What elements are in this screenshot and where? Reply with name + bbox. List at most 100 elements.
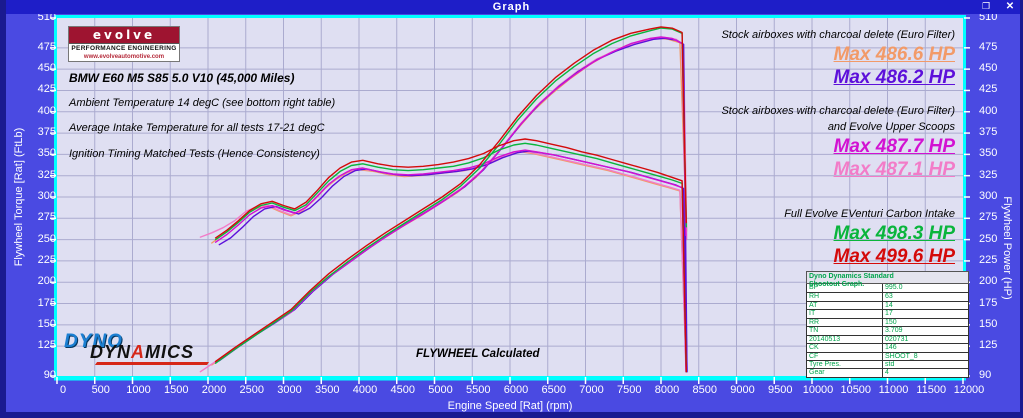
- rpm-tick-8000: 8000: [654, 384, 680, 396]
- annotation-group-2: Stock airboxes with charcoal delete (Eur…: [721, 103, 955, 181]
- rpm-tick-11000: 11000: [878, 384, 909, 396]
- torque-tick-325: 325: [37, 168, 56, 181]
- shootout-key: TN: [807, 327, 883, 335]
- annotation-group-3: Full Evolve EVenturi Carbon Intake Max 49…: [784, 206, 955, 268]
- dyno-logo-swoosh: [94, 362, 210, 365]
- rpm-tick-10000: 10000: [802, 384, 834, 396]
- annotation-group-1: Stock airboxes with charcoal delete (Eur…: [721, 27, 955, 89]
- shootout-conditions-table: Dyno Dynamics Standard Shootout Graph. B…: [806, 271, 969, 378]
- annotation-config-label: Stock airboxes with charcoal delete (Eur…: [721, 29, 955, 41]
- close-window-icon[interactable]: ✕: [1005, 1, 1015, 12]
- rpm-tick-12000: 12000: [953, 384, 985, 396]
- shootout-key: BP: [807, 284, 883, 293]
- torque-tick-275: 275: [37, 211, 56, 224]
- rpm-tick-500: 500: [91, 384, 110, 396]
- shootout-table-row: Gear 4: [807, 368, 968, 377]
- torque-tick-425: 425: [37, 83, 56, 96]
- annotation-config-label: Stock airboxes with charcoal delete (Eur…: [721, 105, 955, 117]
- annotation-config-label: Full Evolve EVenturi Carbon Intake: [784, 208, 955, 220]
- torque-tick-475: 475: [37, 40, 56, 53]
- power-tick-125: 125: [979, 339, 998, 352]
- rpm-tick-3500: 3500: [315, 384, 340, 396]
- power-tick-175: 175: [979, 296, 998, 309]
- power-tick-375: 375: [979, 126, 998, 139]
- info-line-4: Ignition Timing Matched Tests (Hence Con…: [69, 147, 320, 160]
- rpm-tick-7000: 7000: [579, 384, 604, 396]
- dyno-logo-word1: DYNO: [64, 331, 123, 352]
- rpm-tick-8500: 8500: [692, 384, 717, 396]
- dyno-logo-word2-pre: DYN: [90, 342, 132, 362]
- shootout-value: 150: [885, 318, 897, 326]
- torque-tick-450: 450: [37, 62, 56, 75]
- rpm-tick-6000: 6000: [503, 384, 529, 396]
- shootout-table-row: BP 995.0: [807, 284, 968, 293]
- power-tick-400: 400: [979, 104, 998, 117]
- shootout-table-row: RR 150: [807, 317, 968, 327]
- rpm-tick-11500: 11500: [916, 384, 947, 396]
- dyno-dynamics-logo: DYNO DYNAMICS: [62, 331, 212, 367]
- shootout-key: RH: [807, 293, 883, 301]
- power-tick-250: 250: [979, 232, 998, 245]
- shootout-table-row: Tyre Pres. std: [807, 359, 968, 369]
- restore-window-icon[interactable]: ❐: [981, 1, 991, 11]
- shootout-table-row: RH 63: [807, 292, 968, 301]
- shootout-key: CK: [807, 344, 883, 352]
- shootout-table-row: IT 17: [807, 309, 968, 318]
- shootout-value: 995.0: [885, 284, 903, 291]
- torque-tick-150: 150: [37, 317, 56, 330]
- shootout-key: AT: [807, 301, 883, 310]
- shootout-value: SHOOT_8: [885, 352, 918, 360]
- shootout-value: std: [885, 360, 895, 368]
- rpm-tick-9000: 9000: [730, 384, 755, 396]
- evolve-logo-wordmark: evolve: [69, 27, 179, 44]
- shootout-key: 20140513: [807, 335, 883, 344]
- rpm-tick-1000: 1000: [126, 384, 151, 396]
- torque-tick-350: 350: [37, 147, 56, 160]
- rpm-axis-title: Engine Speed [Rat] (rpm): [447, 400, 573, 412]
- dyno-logo-word2: DYNAMICS: [90, 342, 194, 363]
- shootout-table-row: TN 3.709: [807, 326, 968, 335]
- dyno-logo-word2-post: MICS: [145, 342, 195, 362]
- max-hp-value: Max 499.6 HP: [833, 246, 955, 267]
- torque-tick-250: 250: [37, 232, 56, 245]
- power-tick-325: 325: [979, 168, 998, 181]
- shootout-key: RR: [807, 318, 883, 327]
- max-hp-value: Max 498.3 HP: [833, 223, 955, 244]
- shootout-table-row: CK 146: [807, 343, 968, 352]
- rpm-tick-2500: 2500: [239, 384, 264, 396]
- evolve-logo-url: www.evolveautomotive.com: [83, 54, 165, 60]
- evolve-logo: evolve PERFORMANCE ENGINEERING www.evolv…: [68, 26, 180, 62]
- torque-tick-175: 175: [37, 296, 56, 309]
- shootout-table-title-line2: Shootout Graph.: [809, 280, 865, 288]
- shootout-value: 020731: [885, 335, 909, 343]
- power-tick-90: 90: [979, 369, 992, 381]
- torque-tick-510: 510: [37, 11, 56, 23]
- rpm-tick-2000: 2000: [201, 384, 227, 396]
- rpm-tick-5000: 5000: [428, 384, 453, 396]
- shootout-table-body: BP 995.0 RH 63 AT 14 IT 17 RR 150 TN 3.709 20140513 0…: [806, 284, 969, 378]
- info-line-3: Average Intake Temperature for all tests…: [69, 122, 325, 134]
- shootout-table-header: Dyno Dynamics Standard Shootout Graph.: [806, 271, 969, 288]
- power-tick-225: 225: [979, 253, 998, 266]
- dyno-curve-4: [214, 142, 687, 373]
- power-tick-425: 425: [979, 83, 998, 96]
- power-tick-350: 350: [979, 147, 998, 160]
- torque-tick-90: 90: [43, 369, 56, 381]
- info-line-2: Ambient Temperature 14 degC (see bottom …: [69, 96, 336, 109]
- flywheel-calculated-note: FLYWHEEL Calculated: [416, 348, 540, 360]
- title-bar: Graph ❐ ✕: [6, 0, 1020, 14]
- rpm-tick-6500: 6500: [541, 384, 566, 396]
- rpm-tick-4500: 4500: [390, 384, 415, 396]
- dyno-curve-4: [214, 27, 687, 364]
- max-hp-value: Max 487.1 HP: [833, 159, 955, 180]
- rpm-tick-5500: 5500: [466, 384, 491, 396]
- torque-tick-125: 125: [37, 339, 56, 352]
- window-title: Graph: [492, 1, 531, 13]
- info-line-1: BMW E60 M5 S85 5.0 V10 (45,000 Miles): [69, 71, 295, 85]
- torque-tick-225: 225: [37, 253, 56, 266]
- shootout-value: 17: [885, 310, 893, 318]
- rpm-tick-4000: 4000: [352, 384, 378, 396]
- shootout-key: IT: [807, 310, 883, 318]
- dyno-logo-word2-a: A: [131, 342, 146, 362]
